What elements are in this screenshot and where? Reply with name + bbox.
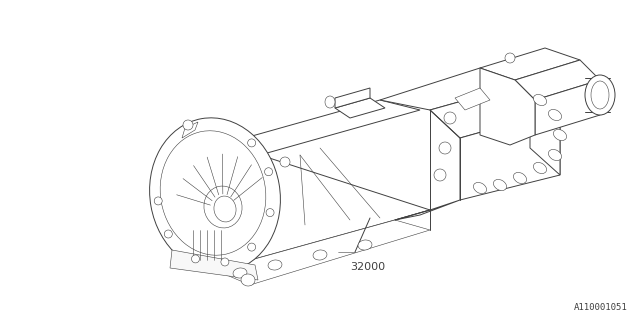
Ellipse shape bbox=[513, 172, 527, 184]
Ellipse shape bbox=[585, 75, 615, 115]
Polygon shape bbox=[170, 250, 258, 280]
Ellipse shape bbox=[183, 120, 193, 130]
Polygon shape bbox=[455, 88, 490, 110]
Polygon shape bbox=[220, 100, 420, 155]
Polygon shape bbox=[335, 98, 385, 118]
Ellipse shape bbox=[241, 274, 255, 286]
Polygon shape bbox=[215, 145, 430, 270]
Ellipse shape bbox=[233, 268, 247, 278]
Polygon shape bbox=[380, 68, 530, 110]
Ellipse shape bbox=[534, 94, 547, 106]
Ellipse shape bbox=[325, 96, 335, 108]
Text: A110001051: A110001051 bbox=[574, 303, 628, 312]
Ellipse shape bbox=[264, 168, 273, 176]
Ellipse shape bbox=[248, 243, 255, 251]
Ellipse shape bbox=[554, 129, 566, 140]
Polygon shape bbox=[460, 110, 560, 200]
Ellipse shape bbox=[248, 139, 255, 147]
Ellipse shape bbox=[444, 112, 456, 124]
Ellipse shape bbox=[591, 81, 609, 109]
Polygon shape bbox=[535, 80, 600, 135]
Text: 32000: 32000 bbox=[350, 262, 385, 272]
Polygon shape bbox=[335, 88, 370, 108]
Ellipse shape bbox=[154, 197, 162, 205]
Ellipse shape bbox=[313, 250, 327, 260]
Polygon shape bbox=[182, 122, 198, 138]
Ellipse shape bbox=[160, 131, 266, 255]
Ellipse shape bbox=[191, 255, 200, 263]
Polygon shape bbox=[480, 68, 535, 145]
Polygon shape bbox=[515, 60, 600, 100]
Ellipse shape bbox=[266, 209, 274, 217]
Ellipse shape bbox=[221, 258, 229, 266]
Polygon shape bbox=[395, 200, 460, 220]
Ellipse shape bbox=[505, 53, 515, 63]
Ellipse shape bbox=[280, 157, 290, 167]
Polygon shape bbox=[530, 82, 560, 175]
Ellipse shape bbox=[474, 182, 486, 194]
Ellipse shape bbox=[548, 149, 561, 161]
Ellipse shape bbox=[434, 169, 446, 181]
Ellipse shape bbox=[204, 186, 242, 228]
Ellipse shape bbox=[493, 180, 506, 191]
Ellipse shape bbox=[214, 196, 236, 222]
Ellipse shape bbox=[358, 240, 372, 250]
Ellipse shape bbox=[150, 118, 280, 272]
Polygon shape bbox=[430, 82, 560, 138]
Ellipse shape bbox=[164, 230, 172, 238]
Ellipse shape bbox=[268, 260, 282, 270]
Polygon shape bbox=[215, 220, 430, 285]
Ellipse shape bbox=[439, 142, 451, 154]
Polygon shape bbox=[480, 48, 580, 80]
Ellipse shape bbox=[534, 163, 547, 173]
Ellipse shape bbox=[548, 109, 561, 121]
